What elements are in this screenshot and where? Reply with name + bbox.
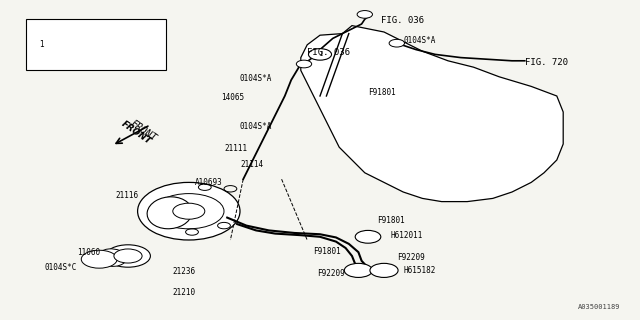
Circle shape [308,49,332,60]
Text: F91801: F91801 [368,88,396,97]
Text: F92209: F92209 [317,269,344,278]
Text: 21236: 21236 [173,268,196,276]
Text: H61109 <-'06MY>: H61109 <-'06MY> [61,30,126,36]
Circle shape [357,11,372,18]
Text: A10693: A10693 [195,178,223,187]
Text: FIG. 720: FIG. 720 [525,58,568,67]
Circle shape [154,194,224,229]
FancyBboxPatch shape [26,19,166,70]
Text: 1: 1 [317,52,323,57]
Text: F91801: F91801 [314,247,341,256]
Text: F91801: F91801 [378,216,405,225]
Circle shape [30,39,53,51]
Ellipse shape [138,182,240,240]
Text: H612011: H612011 [390,231,423,240]
Text: 14065: 14065 [221,93,244,102]
Text: FIG. 036: FIG. 036 [307,48,350,57]
Text: FIG.036('07MY->): FIG.036('07MY->) [61,54,122,61]
Text: 21114: 21114 [240,160,263,169]
Text: 0104S*A: 0104S*A [240,122,273,131]
Circle shape [344,263,372,277]
Text: 1: 1 [39,40,44,49]
Text: 11060: 11060 [77,248,100,257]
Circle shape [114,249,142,263]
Circle shape [296,60,312,68]
PathPatch shape [301,26,563,202]
Text: H615182: H615182 [403,266,436,275]
Text: F92209: F92209 [397,253,424,262]
Ellipse shape [147,197,192,229]
Text: 21111: 21111 [224,144,247,153]
Circle shape [106,245,150,267]
Circle shape [370,263,398,277]
Text: 21116: 21116 [115,191,138,200]
Text: 0104S*A: 0104S*A [403,36,436,44]
Text: FRONT: FRONT [128,119,158,144]
Circle shape [389,39,404,47]
Circle shape [173,203,205,219]
Text: A035001189: A035001189 [579,304,621,310]
Text: FRONT: FRONT [120,119,153,146]
Text: 0104S*C: 0104S*C [45,263,77,272]
Text: 21210: 21210 [173,288,196,297]
Text: 0104S*A: 0104S*A [240,74,273,83]
Circle shape [355,230,381,243]
Text: FIG. 036: FIG. 036 [381,16,424,25]
Ellipse shape [97,249,127,266]
Circle shape [81,250,117,268]
